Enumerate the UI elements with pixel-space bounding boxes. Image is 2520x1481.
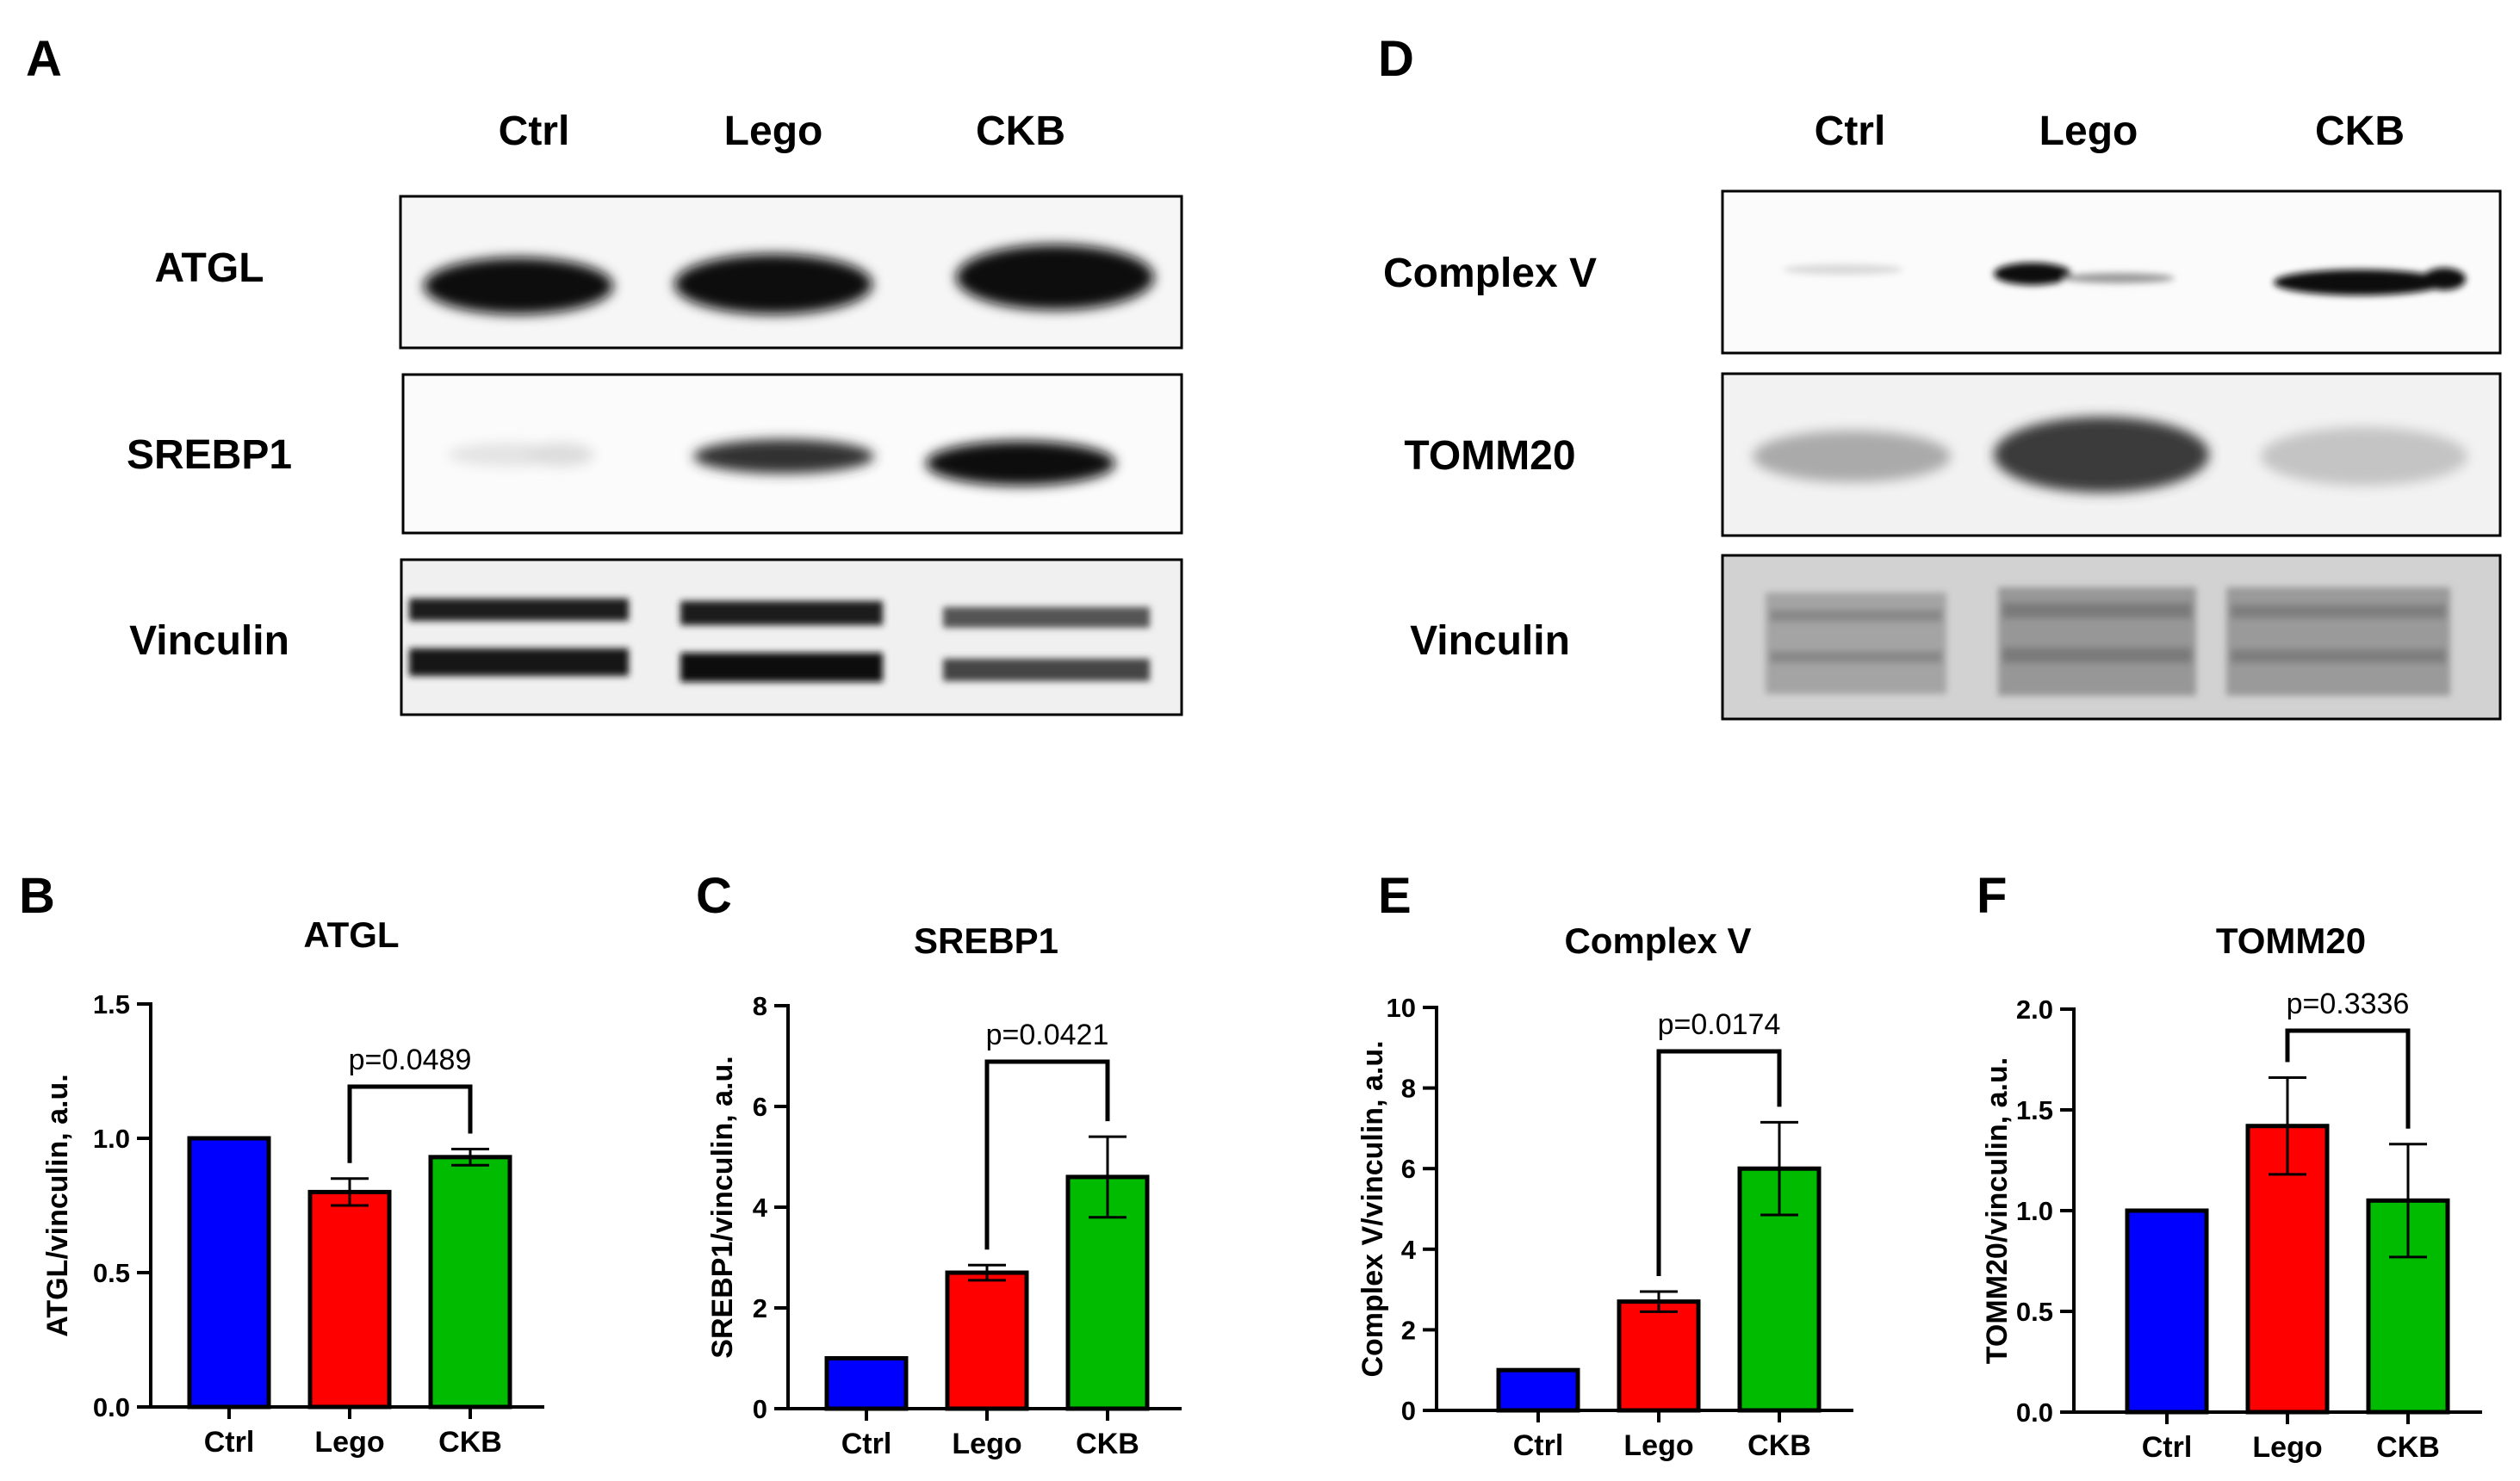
bar-ctrl [824,1356,909,1411]
bar-lego [1617,1299,1701,1413]
bar-ctrl [2125,1208,2209,1415]
y-axis-label: SREBP1/vinculin, a.u. [706,1056,739,1358]
lane-label-ctrl: Ctrl [499,108,570,154]
x-tick-label-ckb: CKB [438,1426,502,1459]
y-tick-label: 2 [753,1293,767,1323]
y-tick-label: 4 [1401,1235,1417,1265]
y-tick-label: 1.5 [2016,1095,2053,1125]
x-tick-label-ctrl: Ctrl [1513,1429,1564,1462]
blot-vinculin-a [400,558,1183,716]
blot-tomm20 [1721,372,2502,537]
panel-letter-b: B [19,868,55,924]
y-tick-label: 0 [753,1394,767,1424]
y-tick-label: 2.0 [2016,995,2053,1025]
y-tick-label: 2 [1401,1315,1416,1345]
p-value-label: p=0.3336 [2287,988,2410,1020]
panel-d-western-blot: D Ctrl Lego CKB Complex V TOMM20 Vinculi… [1378,31,2502,721]
y-tick-label: 1.0 [2016,1196,2053,1226]
x-tick-label-ckb: CKB [2376,1431,2440,1464]
y-tick-label: 0.5 [93,1258,130,1288]
y-tick-label: 1.0 [93,1124,130,1154]
chart-title: TOMM20 [2216,920,2366,961]
y-tick-label: 8 [753,991,767,1021]
p-value-label: p=0.0174 [1658,1008,1781,1041]
lane-label-ckb: CKB [976,108,1065,154]
y-axis-label: ATGL/vinculin, a.u. [41,1074,74,1336]
x-tick-label-ckb: CKB [1076,1428,1139,1460]
chart-tomm20: TOMM20 TOMM20/vinculin, a.u. 0.0 0.5 1.0 1.5 2… [1981,920,2482,1464]
panel-letter-f: F [1977,868,2007,924]
blot-srebp1 [401,373,1183,535]
chart-srebp1: SREBP1 SREBP1/vinculin, a.u. 0 2 4 6 8 Ctrl Lego… [706,920,1182,1460]
chart-atgl: ATGL ATGL/vinculin, a.u. 0.0 0.5 1.0 1.5 Ctrl L… [41,914,544,1459]
panel-letter-d: D [1378,31,1414,87]
y-tick-label: 6 [753,1092,767,1122]
panel-letter-e: E [1378,868,1412,924]
blot-label-atgl: ATGL [154,245,264,291]
x-tick-label-lego: Lego [2252,1431,2322,1464]
y-tick-label: 4 [753,1193,768,1223]
blot-label-vinculin: Vinculin [129,618,289,664]
bar-ctrl [1496,1367,1580,1413]
significance-bracket [347,1084,473,1163]
y-axis-label: TOMM20/vinculin, a.u. [1981,1057,2014,1364]
y-tick-label: 0.0 [2016,1397,2053,1428]
blot-label-srebp1: SREBP1 [127,432,292,478]
bar-ctrl [187,1136,271,1410]
x-tick-label-ctrl: Ctrl [841,1428,892,1460]
lane-label-lego-d: Lego [2039,108,2138,154]
blot-label-tomm20: TOMM20 [1404,433,1575,479]
lane-label-lego: Lego [724,108,823,154]
blot-vinculin-d [1721,554,2502,721]
chart-title: ATGL [303,914,399,955]
y-tick-label: 0.5 [2016,1297,2053,1327]
chart-title: Complex V [1564,920,1751,961]
significance-bracket [1656,1049,1782,1276]
y-tick-label: 1.5 [93,989,130,1019]
significance-bracket [2285,1028,2411,1129]
bar-lego [945,1270,1029,1411]
panel-a-western-blot: A Ctrl Lego CKB ATGL SREBP1 Vinculin [26,31,1183,716]
p-value-label: p=0.0489 [349,1044,472,1076]
panel-letter-a: A [26,31,62,87]
lane-label-ctrl-d: Ctrl [1815,108,1886,154]
chart-title: SREBP1 [914,920,1058,961]
x-tick-label-ctrl: Ctrl [204,1426,255,1459]
x-tick-label-lego: Lego [952,1428,1021,1460]
p-value-label: p=0.0421 [986,1019,1109,1051]
blot-label-complex-v: Complex V [1383,251,1597,296]
x-tick-label-lego: Lego [1623,1429,1693,1462]
chart-complex-v: Complex V Complex V/vinculin, a.u. 0 2 4 6 8 10… [1356,920,1853,1462]
y-tick-label: 0.0 [93,1392,130,1422]
y-axis-label: Complex V/vinculin, a.u. [1356,1040,1389,1377]
panel-letter-c: C [696,868,732,924]
blot-complex-v [1721,189,2502,355]
bar-lego [307,1189,392,1410]
y-tick-label: 6 [1401,1154,1416,1184]
y-tick-label: 0 [1401,1396,1416,1426]
y-tick-label: 10 [1387,993,1416,1023]
blot-label-vinculin-d: Vinculin [1410,618,1570,664]
significance-bracket [984,1059,1110,1250]
blot-atgl [399,195,1183,350]
x-tick-label-ckb: CKB [1747,1429,1811,1462]
y-tick-label: 8 [1401,1074,1416,1104]
lane-label-ckb-d: CKB [2315,108,2405,154]
x-tick-label-ctrl: Ctrl [2142,1431,2193,1464]
bar-ckb [428,1155,512,1410]
x-tick-label-lego: Lego [314,1426,384,1459]
